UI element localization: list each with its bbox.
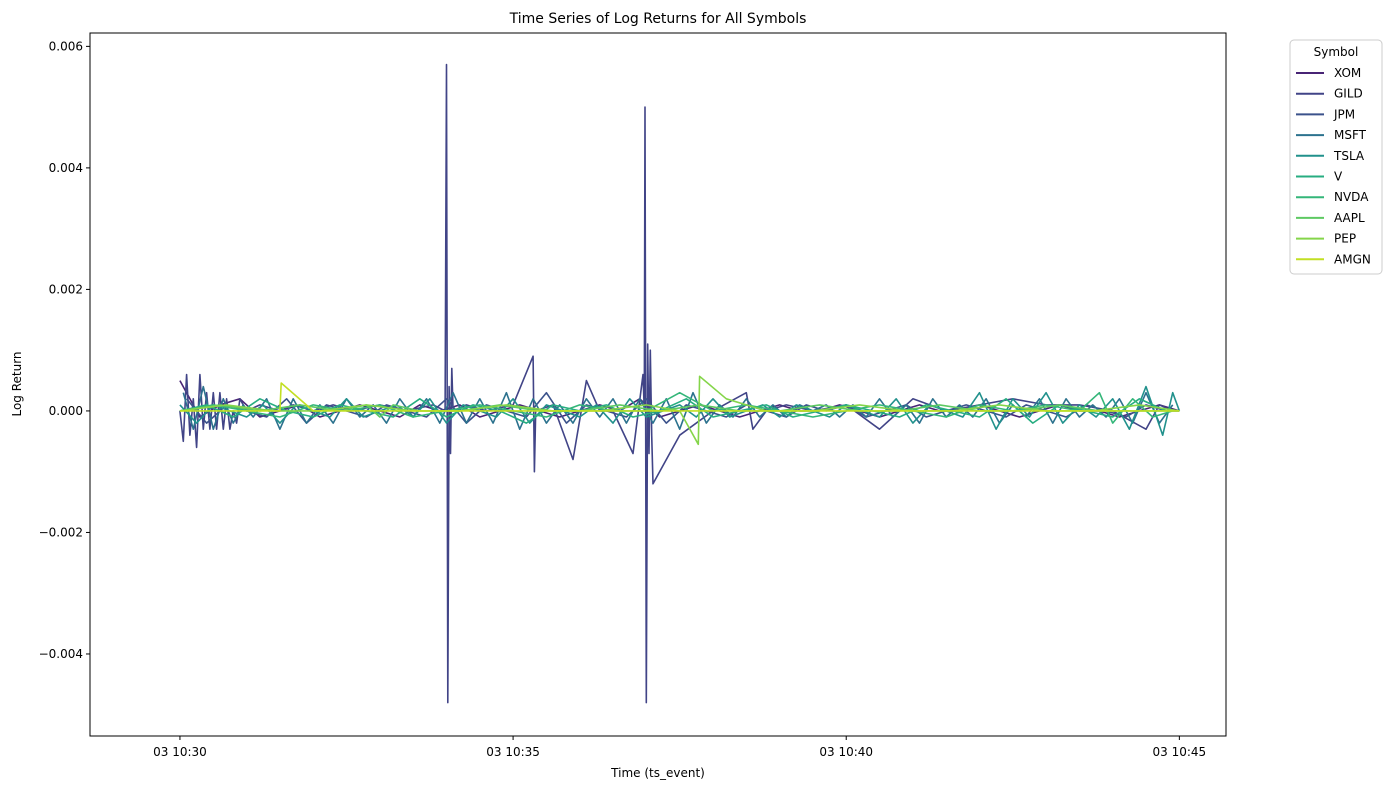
legend-label-pep: PEP — [1334, 232, 1356, 246]
x-tick-label: 03 10:45 — [1153, 745, 1207, 759]
y-tick-label: −0.002 — [39, 525, 83, 539]
series-line-pep — [179, 375, 1180, 446]
legend-box — [1289, 39, 1383, 275]
x-tick-label: 03 10:35 — [486, 745, 540, 759]
x-axis-label: Time (ts_event) — [610, 766, 705, 780]
y-tick-label: −0.004 — [39, 647, 83, 661]
series-line-v — [179, 397, 1167, 424]
legend-label-jpm: JPM — [1333, 107, 1355, 121]
x-tick-label: 03 10:40 — [819, 745, 873, 759]
y-tick-label: 0.002 — [49, 282, 83, 296]
legend-label-aapl: AAPL — [1334, 211, 1365, 225]
chart-title: Time Series of Log Returns for All Symbo… — [509, 11, 807, 27]
y-tick-label: 0.004 — [49, 161, 83, 175]
legend-label-nvda: NVDA — [1334, 190, 1369, 204]
x-axis: 03 10:30 03 10:35 03 10:40 03 10:45 — [153, 736, 1206, 759]
plot-area-frame — [89, 32, 1227, 737]
y-tick-label: 0.000 — [49, 404, 83, 418]
x-tick-label: 03 10:30 — [153, 745, 207, 759]
legend-label-amgn: AMGN — [1334, 252, 1371, 266]
legend-label-tsla: TSLA — [1333, 149, 1365, 163]
legend-title: Symbol — [1314, 45, 1359, 59]
series-layer — [179, 63, 1181, 704]
y-tick-label: 0.006 — [49, 39, 83, 53]
y-axis: −0.004 −0.002 0.000 0.002 0.004 0.006 — [39, 39, 90, 661]
legend-label-msft: MSFT — [1334, 128, 1367, 142]
legend-label-xom: XOM — [1334, 66, 1361, 80]
y-axis-label: Log Return — [10, 351, 24, 416]
legend: Symbol XOM GILD JPM MSFT TSLA V NVDA AAPL PEP AMG… — [1289, 39, 1383, 275]
series-line-amgn — [179, 382, 1180, 412]
legend-items: XOM GILD JPM MSFT TSLA V NVDA AAPL PEP AMGN — [1296, 66, 1371, 266]
legend-label-gild: GILD — [1334, 87, 1363, 101]
legend-label-v: V — [1334, 170, 1343, 184]
